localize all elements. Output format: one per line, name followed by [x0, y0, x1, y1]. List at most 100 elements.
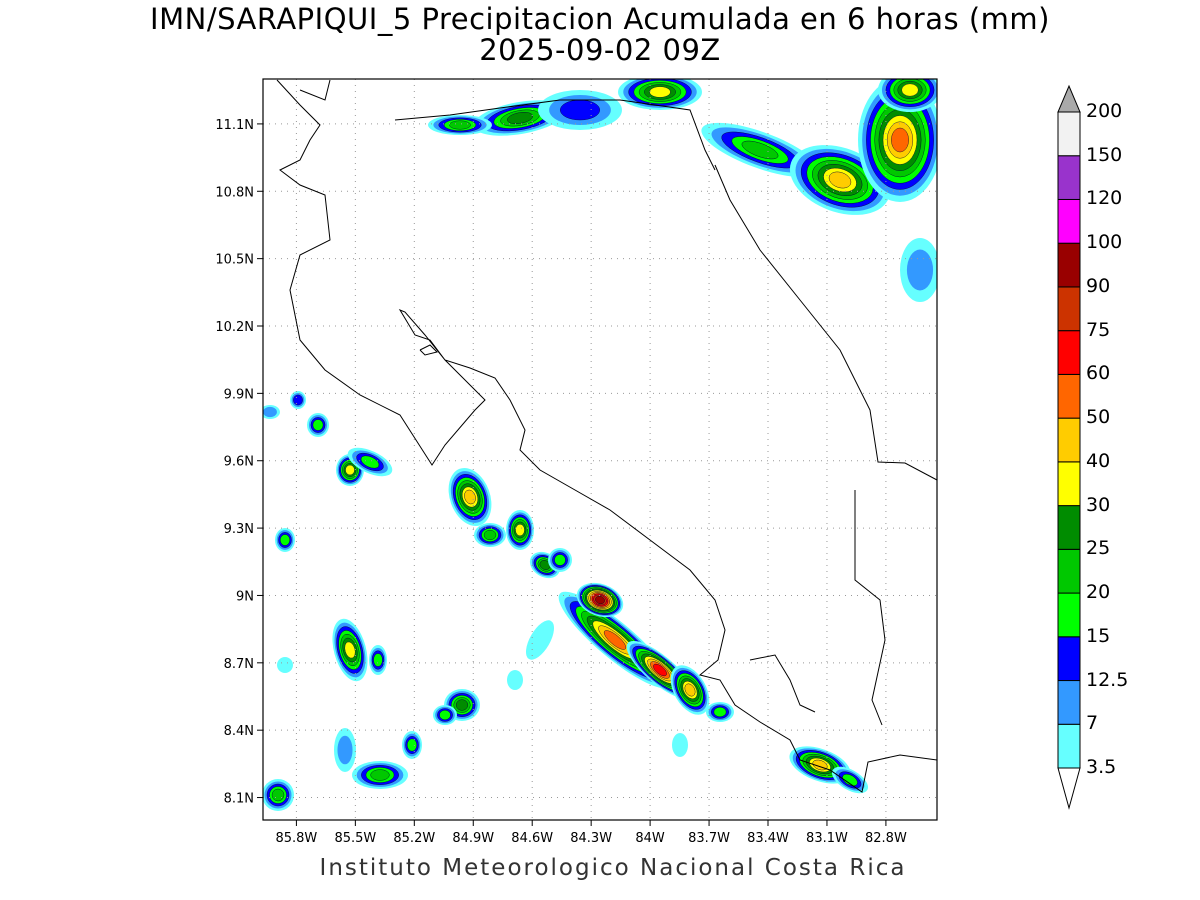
lon-tick-label: 85.2W: [393, 831, 435, 846]
coastline: [854, 490, 886, 726]
colorbar-swatch: [1057, 461, 1081, 507]
precip-cell: [670, 665, 710, 715]
precip-cell: [576, 582, 624, 618]
precip-cell: [369, 645, 387, 675]
coastline: [714, 164, 937, 481]
coastline-borders: [276, 79, 937, 793]
precip-cell: [290, 391, 306, 409]
colorbar-label: 200: [1086, 100, 1123, 122]
colorbar-swatch: [1057, 198, 1081, 244]
coastline: [419, 344, 438, 356]
colorbar-swatch: [1057, 242, 1081, 288]
lat-tick-label: 9.9N: [224, 387, 254, 402]
precip-cell: [701, 122, 819, 178]
coastline: [749, 654, 816, 713]
colorbar-swatch: [1057, 548, 1081, 594]
precip-cell: [347, 447, 393, 477]
lon-tick-label: 83.4W: [747, 831, 789, 846]
lat-tick-label: 10.2N: [215, 320, 254, 335]
colorbar-label: 100: [1086, 231, 1123, 254]
precip-cell: [507, 670, 523, 690]
lon-tick-label: 84.3W: [570, 831, 612, 846]
colorbar-label: 7: [1086, 712, 1099, 735]
colorbar-swatch: [1057, 286, 1081, 332]
colorbar-swatch: [1057, 330, 1081, 375]
precipitation-field: [263, 79, 937, 811]
lat-tick-label: 9N: [236, 589, 254, 604]
precip-cell: [900, 238, 937, 302]
colorbar-label: 15: [1086, 624, 1111, 647]
lon-tick-label: 83.1W: [806, 831, 848, 846]
lat-tick-label: 10.5N: [215, 253, 254, 268]
precip-cell: [706, 702, 734, 722]
map-frame: [262, 78, 938, 821]
lat-tick-label: 8.1N: [224, 792, 254, 807]
lat-tick-label: 8.4N: [224, 724, 254, 739]
precip-cell: [474, 523, 506, 547]
precip-cell: [618, 79, 702, 110]
colorbar-swatch: [1057, 680, 1081, 725]
precip-cell: [858, 79, 937, 202]
colorbar-swatch: [1057, 505, 1081, 550]
lat-tick-label: 11.1N: [215, 118, 254, 133]
map-valid-time: 2025-09-02 09Z: [479, 33, 721, 67]
colorbar: [1057, 84, 1081, 810]
lon-tick-label: 85.5W: [334, 831, 376, 846]
precip-cell: [277, 657, 293, 673]
colorbar-label: 3.5: [1086, 756, 1117, 778]
precip-cell: [878, 79, 937, 112]
lon-tick-label: 85.8W: [275, 831, 317, 846]
lon-tick-label: 82.8W: [865, 831, 907, 846]
precip-cell: [433, 705, 457, 725]
colorbar-label: 20: [1086, 581, 1111, 604]
colorbar-label: 40: [1086, 449, 1111, 472]
colorbar-label: 50: [1086, 406, 1111, 429]
precip-cell: [352, 761, 408, 789]
colorbar-swatch: [1057, 373, 1081, 419]
colorbar-swatch: [1057, 636, 1081, 682]
coastline: [394, 99, 716, 171]
coastline: [299, 79, 331, 101]
colorbar-label: 25: [1086, 537, 1111, 560]
precip-cell: [444, 689, 480, 721]
precip-cell: [428, 115, 492, 135]
precip-cell: [334, 728, 356, 772]
colorbar-label: 12.5: [1086, 668, 1129, 691]
coastline: [276, 79, 937, 793]
colorbar-swatch: [1057, 592, 1081, 638]
lat-tick-label: 8.7N: [224, 657, 254, 672]
colorbar-swatch: [1057, 723, 1081, 769]
colorbar-label: 30: [1086, 493, 1111, 516]
precip-cell: [402, 731, 422, 759]
lat-tick-label: 10.8N: [215, 185, 254, 200]
colorbar-label: 120: [1086, 187, 1123, 210]
graticule: [263, 79, 937, 820]
footer-credit: Instituto Meteorologico Nacional Costa R…: [319, 855, 907, 881]
precip-cell: [263, 779, 294, 811]
colorbar-swatch: [1057, 111, 1081, 157]
lat-tick-label: 9.3N: [224, 522, 254, 537]
axis-ticks: 85.8W 85.5W 85.2W 84.9W 84.6W 84.3W 84W 83.7W 83…: [215, 118, 907, 846]
map-title: IMN/SARAPIQUI_5 Precipitacion Acumulada …: [150, 2, 1050, 36]
lon-tick-label: 84.6W: [511, 831, 553, 846]
colorbar-label: 75: [1086, 318, 1111, 341]
precip-cell: [307, 413, 329, 437]
colorbar-swatch: [1057, 417, 1081, 463]
precip-cell: [448, 467, 492, 527]
precip-cell: [526, 620, 554, 660]
precip-cell: [275, 528, 295, 552]
precip-cell: [506, 510, 534, 550]
precip-cell: [263, 405, 280, 419]
precip-cell: [548, 548, 572, 572]
precip-cell: [831, 766, 869, 794]
colorbar-label: 90: [1086, 274, 1111, 297]
colorbar-label: 60: [1086, 362, 1111, 385]
precip-cell: [672, 733, 688, 757]
lon-tick-label: 83.7W: [688, 831, 730, 846]
lon-tick-label: 84W: [635, 831, 665, 846]
lon-tick-label: 84.9W: [452, 831, 494, 846]
colorbar-under-triangle: [1057, 767, 1081, 810]
precip-cell: [332, 618, 368, 682]
lat-tick-label: 9.6N: [224, 455, 254, 470]
